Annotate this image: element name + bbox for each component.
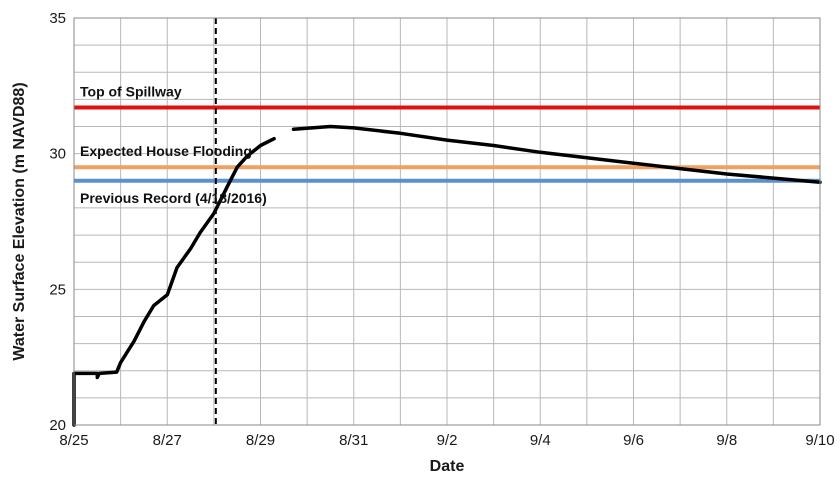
x-tick-label: 8/29 xyxy=(246,432,275,449)
x-tick-label: 9/8 xyxy=(716,432,737,449)
grid-lines xyxy=(73,17,821,426)
x-axis-ticks: 8/25 8/27 8/29 8/31 9/2 9/4 9/6 9/8 9/10 xyxy=(59,432,834,449)
y-tick-label: 35 xyxy=(49,10,66,27)
y-tick-label: 20 xyxy=(49,417,66,434)
x-tick-label: 8/25 xyxy=(59,432,88,449)
series-group xyxy=(72,124,822,427)
x-tick-label: 8/27 xyxy=(153,432,182,449)
y-axis-title: Water Surface Elevation (m NAVD88) xyxy=(11,82,28,360)
plot-frame xyxy=(73,17,821,426)
x-tick-label: 8/31 xyxy=(339,432,368,449)
reference-lines xyxy=(74,105,820,183)
y-axis-ticks: 20 25 30 35 xyxy=(49,10,66,434)
y-tick-label: 30 xyxy=(49,146,66,163)
reference-line-label: Top of Spillway xyxy=(80,84,182,100)
x-tick-label: 9/2 xyxy=(437,432,458,449)
reference-line-label: Previous Record (4/18/2016) xyxy=(80,190,267,206)
x-tick-label: 9/6 xyxy=(623,432,644,449)
y-tick-label: 25 xyxy=(49,281,66,298)
series-line-segment xyxy=(72,136,276,427)
x-axis-title: Date xyxy=(430,458,465,475)
x-tick-label: 9/4 xyxy=(530,432,551,449)
x-tick-label: 9/10 xyxy=(805,432,834,449)
reference-line-label: Expected House Flooding xyxy=(80,143,252,159)
reference-labels: Top of Spillway Expected House Flooding Pr… xyxy=(80,84,267,206)
series-line-segment xyxy=(291,124,822,184)
